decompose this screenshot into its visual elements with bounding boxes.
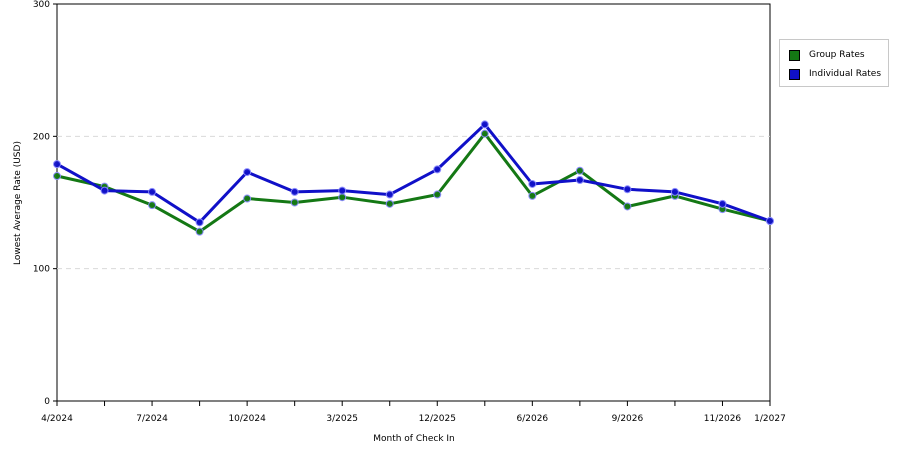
legend-item-individual-rates: Individual Rates xyxy=(789,67,881,81)
y-tick-label-0: 0 xyxy=(44,397,50,407)
y-tick-label-300: 300 xyxy=(33,0,50,10)
x-axis: 4/2024 7/2024 10/2024 3/2025 12/2025 6/2026 9/… xyxy=(41,401,786,424)
point-individual-rates-0 xyxy=(53,160,61,169)
point-individual-rates-9 xyxy=(480,120,489,129)
y-axis: 0 100 200 300 xyxy=(33,0,57,407)
legend-label-group: Group Rates xyxy=(809,50,865,60)
point-individual-rates-6 xyxy=(338,186,347,195)
point-individual-rates-15 xyxy=(766,217,774,226)
point-individual-rates-12 xyxy=(623,185,632,194)
legend-label-individual: Individual Rates xyxy=(809,69,882,79)
point-individual-rates-5 xyxy=(290,187,299,196)
point-group-rates-5 xyxy=(290,198,299,207)
legend: Group Rates Individual Rates xyxy=(779,39,889,87)
x-axis-title: Month of Check In xyxy=(373,434,455,444)
y-tick-label-200: 200 xyxy=(33,132,50,142)
point-individual-rates-10 xyxy=(528,179,537,188)
point-group-rates-3 xyxy=(195,227,204,236)
point-individual-rates-4 xyxy=(243,168,252,177)
point-individual-rates-14 xyxy=(718,199,727,208)
point-individual-rates-2 xyxy=(148,187,157,196)
x-tick-label-6-2026: 6/2026 xyxy=(516,414,548,424)
point-individual-rates-8 xyxy=(433,165,442,174)
x-tick-label-10-2024: 10/2024 xyxy=(228,414,266,424)
x-tick-label-7-2024: 7/2024 xyxy=(136,414,168,424)
point-individual-rates-11 xyxy=(575,176,584,185)
gridlines xyxy=(57,135,770,270)
point-group-rates-0 xyxy=(53,172,61,181)
point-group-rates-12 xyxy=(623,202,632,211)
point-group-rates-4 xyxy=(243,194,252,203)
point-individual-rates-1 xyxy=(100,186,109,195)
x-tick-label-12-2025: 12/2025 xyxy=(419,414,456,424)
legend-item-group-rates: Group Rates xyxy=(789,48,865,62)
series-lines xyxy=(53,120,774,236)
x-tick-label-4-2024: 4/2024 xyxy=(41,414,73,424)
y-axis-title: Lowest Average Rate (USD) xyxy=(13,141,23,265)
point-group-rates-10 xyxy=(528,191,537,200)
point-group-rates-11 xyxy=(575,166,584,175)
point-individual-rates-3 xyxy=(195,218,204,227)
legend-swatch-individual xyxy=(789,68,800,80)
x-tick-label-9-2026: 9/2026 xyxy=(612,414,644,424)
point-group-rates-9 xyxy=(480,129,489,138)
point-group-rates-8 xyxy=(433,190,442,199)
x-tick-label-1-2027: 1/2027 xyxy=(754,414,786,424)
point-group-rates-7 xyxy=(385,199,394,208)
point-group-rates-6 xyxy=(338,193,347,202)
legend-swatch-group xyxy=(789,49,800,61)
x-tick-label-3-2025: 3/2025 xyxy=(326,414,358,424)
plot-area xyxy=(56,3,771,402)
point-individual-rates-13 xyxy=(670,187,679,196)
x-tick-label-11-2026: 11/2026 xyxy=(704,414,742,424)
point-individual-rates-7 xyxy=(385,190,394,199)
series-line-individual-rates xyxy=(56,122,771,224)
point-group-rates-2 xyxy=(148,201,157,210)
series-line-group-rates xyxy=(56,132,771,234)
y-tick-label-100: 100 xyxy=(33,265,50,275)
